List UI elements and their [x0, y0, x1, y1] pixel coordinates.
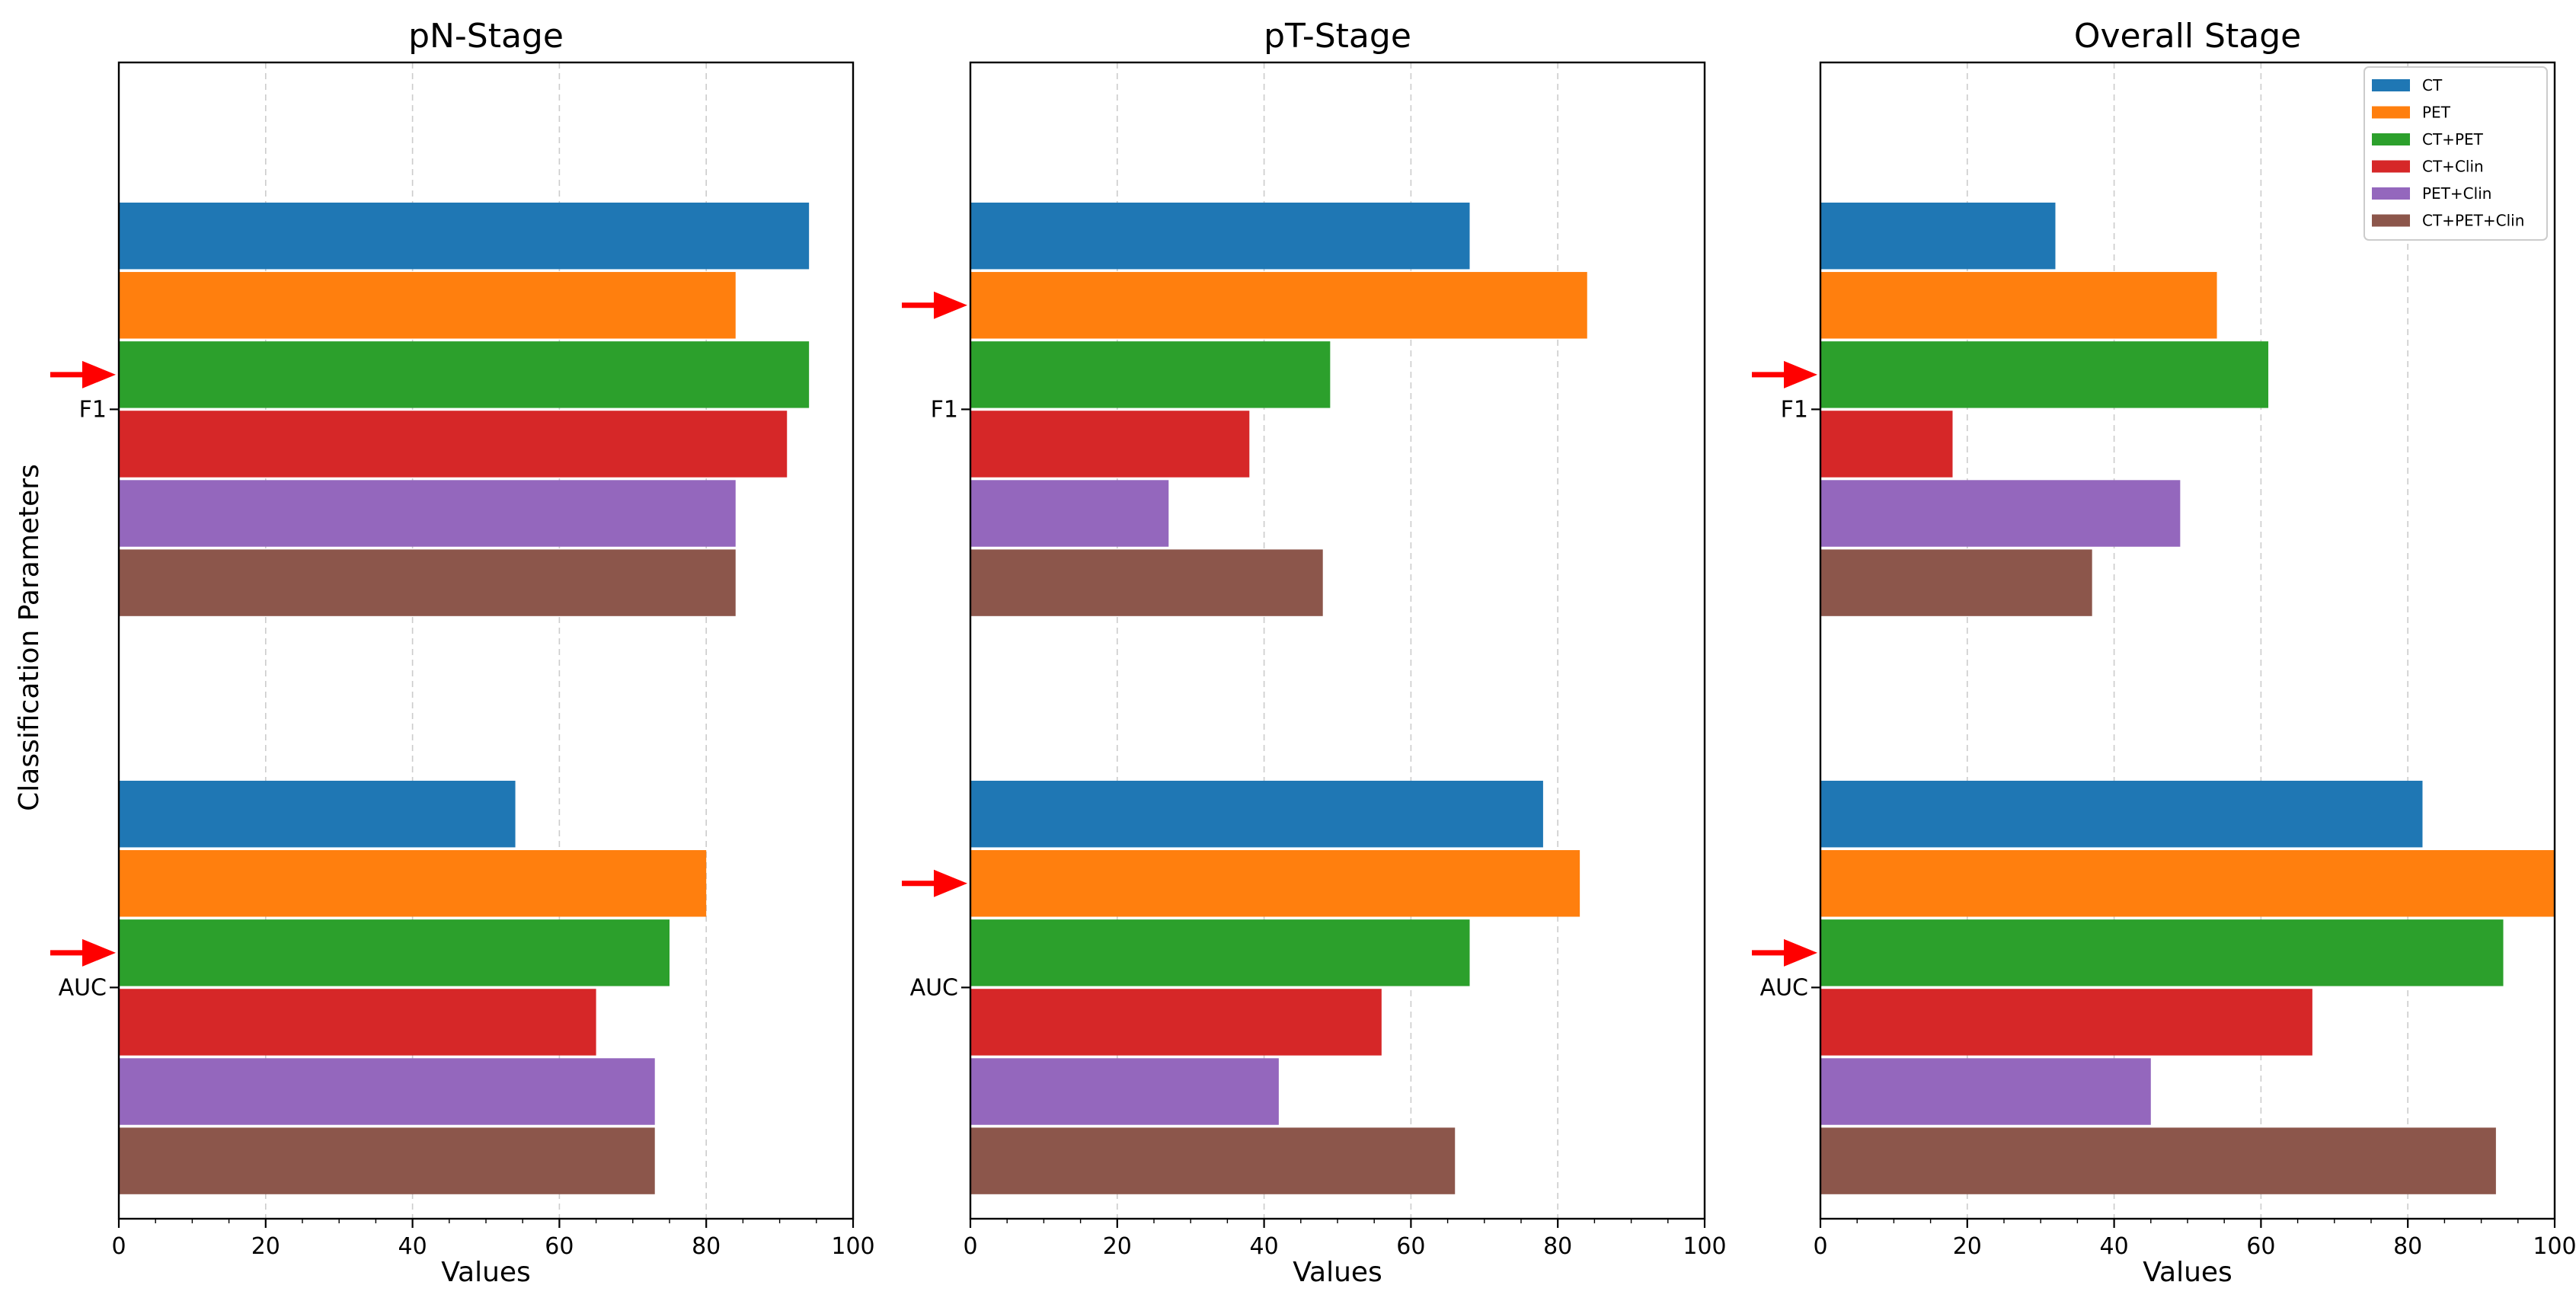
pn-stage-x-tick-label: 60: [545, 1233, 574, 1260]
pn-stage-bar-f1-ct-pet: [119, 341, 810, 408]
pt-stage-x-tick-label: 100: [1683, 1233, 1726, 1260]
pt-stage-bar-auc-pet: [970, 850, 1580, 917]
legend-swatch-pet: [2372, 106, 2410, 119]
pt-stage-highlight-arrow-head-auc: [934, 869, 967, 897]
legend-swatch-pet-clin: [2372, 187, 2410, 200]
pt-stage-bar-f1-ct-pet-clin: [970, 549, 1323, 616]
pt-stage-bar-auc-pet-clin: [970, 1058, 1279, 1125]
overall-stage-highlight-arrow-head-f1: [1784, 360, 1817, 388]
pn-stage-bar-auc-ct-clin: [119, 989, 596, 1056]
pt-stage-bar-f1-pet-clin: [970, 480, 1169, 547]
overall-stage-x-axis-label: Values: [2143, 1257, 2232, 1288]
pt-stage-y-tick-label-f1: F1: [931, 396, 958, 423]
pn-stage-bar-f1-pet-clin: [119, 480, 736, 547]
y-axis-label: Classification Parameters: [14, 464, 45, 811]
overall-stage-y-tick-label-auc: AUC: [1760, 974, 1808, 1001]
legend-label-ct-pet: CT+PET: [2422, 130, 2484, 149]
overall-stage-x-tick-label: 0: [1813, 1233, 1827, 1260]
pt-stage-bar-f1-ct: [970, 202, 1470, 270]
overall-stage-x-tick-label: 40: [2100, 1233, 2129, 1260]
pt-stage-bar-auc-ct-clin: [970, 989, 1382, 1056]
pn-stage-x-tick-label: 40: [398, 1233, 427, 1260]
legend-swatch-ct-pet: [2372, 133, 2410, 145]
legend-label-ct-clin: CT+Clin: [2422, 158, 2484, 176]
overall-stage-bar-f1-ct: [1820, 202, 2056, 270]
pt-stage-bar-auc-ct-pet: [970, 919, 1470, 986]
overall-stage-x-tick-label: 60: [2246, 1233, 2275, 1260]
pn-stage-title: pN-Stage: [408, 17, 564, 56]
pt-stage-highlight-arrow-head-f1: [934, 291, 967, 319]
pt-stage-bar-f1-ct-clin: [970, 411, 1250, 478]
pn-stage-bar-auc-pet-clin: [119, 1058, 655, 1125]
pt-stage-x-tick-label: 20: [1103, 1233, 1132, 1260]
legend-swatch-ct: [2372, 79, 2410, 91]
pt-stage-bar-f1-ct-pet: [970, 341, 1331, 408]
pn-stage-bar-f1-ct-pet-clin: [119, 549, 736, 616]
legend-label-pet-clin: PET+Clin: [2422, 184, 2491, 203]
legend-label-ct: CT: [2422, 76, 2443, 94]
overall-stage-bar-f1-pet-clin: [1820, 480, 2181, 547]
legend-label-ct-pet-clin: CT+PET+Clin: [2422, 212, 2524, 230]
overall-stage-bar-f1-pet: [1820, 272, 2217, 339]
pn-stage-bar-f1-ct-clin: [119, 411, 788, 478]
pn-stage-bar-f1-pet: [119, 272, 736, 339]
pt-stage-x-tick-label: 60: [1396, 1233, 1425, 1260]
pn-stage-bar-auc-pet: [119, 850, 707, 917]
overall-stage-bar-f1-ct-clin: [1820, 411, 1953, 478]
pt-stage-x-tick-label: 0: [963, 1233, 977, 1260]
pn-stage-bar-auc-ct-pet-clin: [119, 1127, 655, 1194]
pt-stage-bar-f1-pet: [970, 272, 1587, 339]
pn-stage-highlight-arrow-head-auc: [82, 938, 116, 967]
pt-stage-bar-auc-ct: [970, 780, 1543, 848]
pn-stage-bar-auc-ct: [119, 780, 516, 848]
pn-stage-x-tick-label: 100: [831, 1233, 874, 1260]
pn-stage-x-tick-label: 0: [111, 1233, 126, 1260]
pt-stage-x-tick-label: 40: [1250, 1233, 1279, 1260]
overall-stage-title: Overall Stage: [2074, 17, 2301, 56]
pt-stage-y-tick-label-auc: AUC: [910, 974, 958, 1001]
pt-stage-title: pT-Stage: [1264, 17, 1411, 56]
pn-stage-bar-f1-ct: [119, 202, 810, 270]
overall-stage-x-tick-label: 80: [2393, 1233, 2422, 1260]
pt-stage-bar-auc-ct-pet-clin: [970, 1127, 1456, 1194]
overall-stage-bar-f1-ct-pet: [1820, 341, 2269, 408]
pn-stage-x-tick-label: 20: [251, 1233, 280, 1260]
overall-stage-bar-auc-ct: [1820, 780, 2423, 848]
pn-stage-bar-auc-ct-pet: [119, 919, 670, 986]
overall-stage-y-tick-label-f1: F1: [1781, 396, 1808, 423]
overall-stage-x-tick-label: 100: [2533, 1233, 2576, 1260]
legend-swatch-ct-pet-clin: [2372, 214, 2410, 227]
overall-stage-x-tick-label: 20: [1953, 1233, 1982, 1260]
overall-stage-bar-auc-pet-clin: [1820, 1058, 2151, 1125]
pn-stage-y-tick-label-f1: F1: [79, 396, 107, 423]
pn-stage-highlight-arrow-head-f1: [82, 360, 116, 388]
pt-stage-x-tick-label: 80: [1543, 1233, 1572, 1260]
pn-stage-y-tick-label-auc: AUC: [59, 974, 107, 1001]
pn-stage-x-tick-label: 80: [692, 1233, 721, 1260]
overall-stage-bar-auc-ct-clin: [1820, 989, 2312, 1056]
pt-stage-x-axis-label: Values: [1293, 1257, 1382, 1288]
pn-stage-x-axis-label: Values: [441, 1257, 531, 1288]
overall-stage-bar-auc-pet: [1820, 850, 2555, 917]
legend-swatch-ct-clin: [2372, 160, 2410, 173]
overall-stage-bar-auc-ct-pet: [1820, 919, 2504, 986]
overall-stage-highlight-arrow-head-auc: [1784, 938, 1817, 967]
legend-label-pet: PET: [2422, 104, 2451, 122]
overall-stage-bar-auc-ct-pet-clin: [1820, 1127, 2496, 1194]
overall-stage-bar-f1-ct-pet-clin: [1820, 549, 2092, 616]
